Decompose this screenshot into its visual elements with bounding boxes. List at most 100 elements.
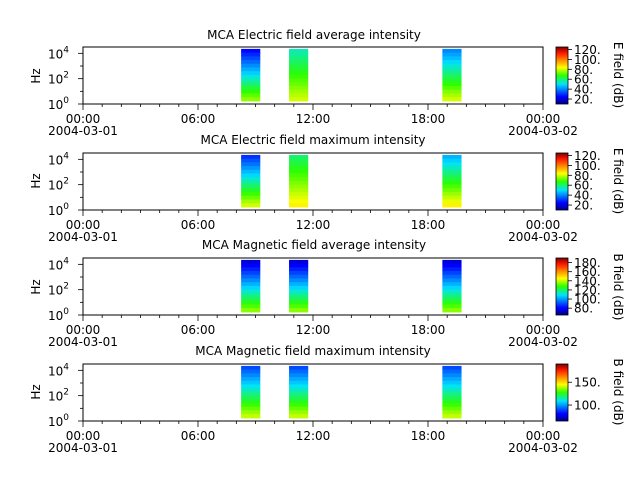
spectrogram-band: [442, 195, 462, 201]
spectrogram-band: [241, 166, 261, 171]
plot-frame: [82, 46, 544, 105]
x-date-label: 2004-03-01: [48, 441, 118, 455]
colorbar-tick-label: 180.: [574, 256, 601, 270]
spectrogram-band: [241, 56, 261, 61]
y-axis-label: Hz: [29, 279, 43, 294]
spectrogram-band: [289, 93, 309, 98]
colorbar-tick-label: 80.: [574, 63, 593, 77]
spectrogram-band: [442, 82, 462, 87]
spectrogram-band: [241, 71, 261, 76]
spectrogram-band: [241, 180, 261, 186]
spectrogram-band: [442, 89, 462, 95]
spectrogram-band: [289, 304, 309, 309]
spectrogram-band: [442, 274, 462, 280]
x-tick-label: 18:00: [411, 218, 446, 232]
spectrogram-band: [289, 259, 309, 265]
spectrogram-band: [289, 195, 309, 201]
x-date-label: 2004-03-01: [48, 335, 118, 349]
spectrogram-band: [442, 60, 462, 65]
spectrogram-band: [442, 388, 462, 393]
colorbar-tick-label: 20.: [574, 93, 593, 107]
spectrogram-band: [442, 85, 462, 91]
x-date-label: 2004-03-02: [508, 335, 578, 349]
spectrogram-band: [442, 304, 462, 309]
spectrogram-band: [241, 169, 261, 175]
spectrogram-band: [442, 93, 462, 98]
x-tick-label: 00:00: [526, 112, 561, 126]
spectrogram-band: [241, 85, 261, 91]
colorbar-tick-label: 40.: [574, 189, 593, 203]
spectrogram-band: [442, 380, 462, 386]
y-axis-label: Hz: [29, 173, 43, 188]
spectrogram-block: [442, 365, 462, 419]
spectrogram-band: [241, 296, 261, 302]
y-tick-label: 104: [48, 45, 69, 61]
y-tick-label: 100: [48, 202, 69, 218]
spectrogram-band: [241, 369, 261, 374]
spectrogram-band: [289, 184, 309, 189]
spectrogram-band: [442, 369, 462, 374]
spectrogram-band: [289, 48, 309, 54]
spectrogram-band: [241, 271, 261, 276]
spectrogram-band: [289, 67, 309, 72]
spectrogram-band: [241, 282, 261, 287]
y-tick-label: 100: [48, 413, 69, 429]
spectrogram-band: [442, 71, 462, 76]
spectrogram-band: [442, 180, 462, 186]
spectrogram-band: [241, 373, 261, 378]
spectrogram-band: [289, 402, 309, 408]
spectrogram-band: [241, 52, 261, 57]
colorbar-label: E field (dB): [611, 148, 625, 214]
y-tick-label: 104: [48, 362, 69, 378]
spectrogram-band: [442, 377, 462, 382]
spectrogram-band: [241, 93, 261, 98]
colorbar: [555, 152, 569, 211]
plot-frame: [82, 257, 544, 316]
spectrogram-band: [241, 195, 261, 201]
x-tick-label: 06:00: [181, 218, 216, 232]
x-tick-label: 18:00: [411, 429, 446, 443]
x-tick-label: 12:00: [296, 218, 331, 232]
spectrogram-band: [289, 369, 309, 374]
spectrogram-band: [442, 300, 462, 306]
y-tick-label: 102: [48, 71, 69, 87]
spectrogram-band: [289, 191, 309, 197]
spectrogram-band: [442, 48, 462, 54]
spectrogram-band: [241, 377, 261, 382]
spectrogram-band: [289, 388, 309, 393]
spectrogram-band: [289, 52, 309, 57]
spectrogram-band: [241, 402, 261, 408]
spectrogram-band: [289, 71, 309, 76]
colorbar: [555, 46, 569, 105]
spectrogram-band: [442, 373, 462, 378]
spectrogram-band: [241, 199, 261, 204]
chart-title: MCA Electric field maximum intensity: [200, 133, 425, 147]
spectrogram-band: [289, 166, 309, 171]
plot-frame: [82, 363, 544, 422]
spectrogram-band: [289, 399, 309, 404]
spectrogram-band: [289, 406, 309, 412]
spectrogram-band: [442, 402, 462, 408]
spectrogram-band: [241, 406, 261, 412]
spectrogram-band: [241, 399, 261, 404]
colorbar-tick-label: 160.: [574, 265, 601, 279]
spectrogram-band: [442, 278, 462, 283]
spectrogram-band: [289, 414, 309, 419]
spectrogram-band: [241, 60, 261, 65]
spectrogram-band: [241, 395, 261, 400]
spectrogram-band: [442, 191, 462, 197]
y-tick-label: 100: [48, 96, 69, 112]
x-tick-label: 12:00: [296, 112, 331, 126]
spectrogram-band: [241, 263, 261, 268]
spectrogram-band: [241, 267, 261, 272]
colorbar-tick-label: 20.: [574, 199, 593, 213]
spectrogram-band: [241, 278, 261, 283]
spectrogram-band: [442, 173, 462, 178]
spectrogram-band: [241, 162, 261, 167]
chart-title: MCA Magnetic field average intensity: [202, 238, 426, 252]
spectrogram-band: [442, 414, 462, 419]
spectrogram-band: [289, 60, 309, 65]
spectrogram-band: [442, 399, 462, 404]
spectrogram-band: [289, 300, 309, 306]
spectrogram-band: [442, 63, 462, 69]
